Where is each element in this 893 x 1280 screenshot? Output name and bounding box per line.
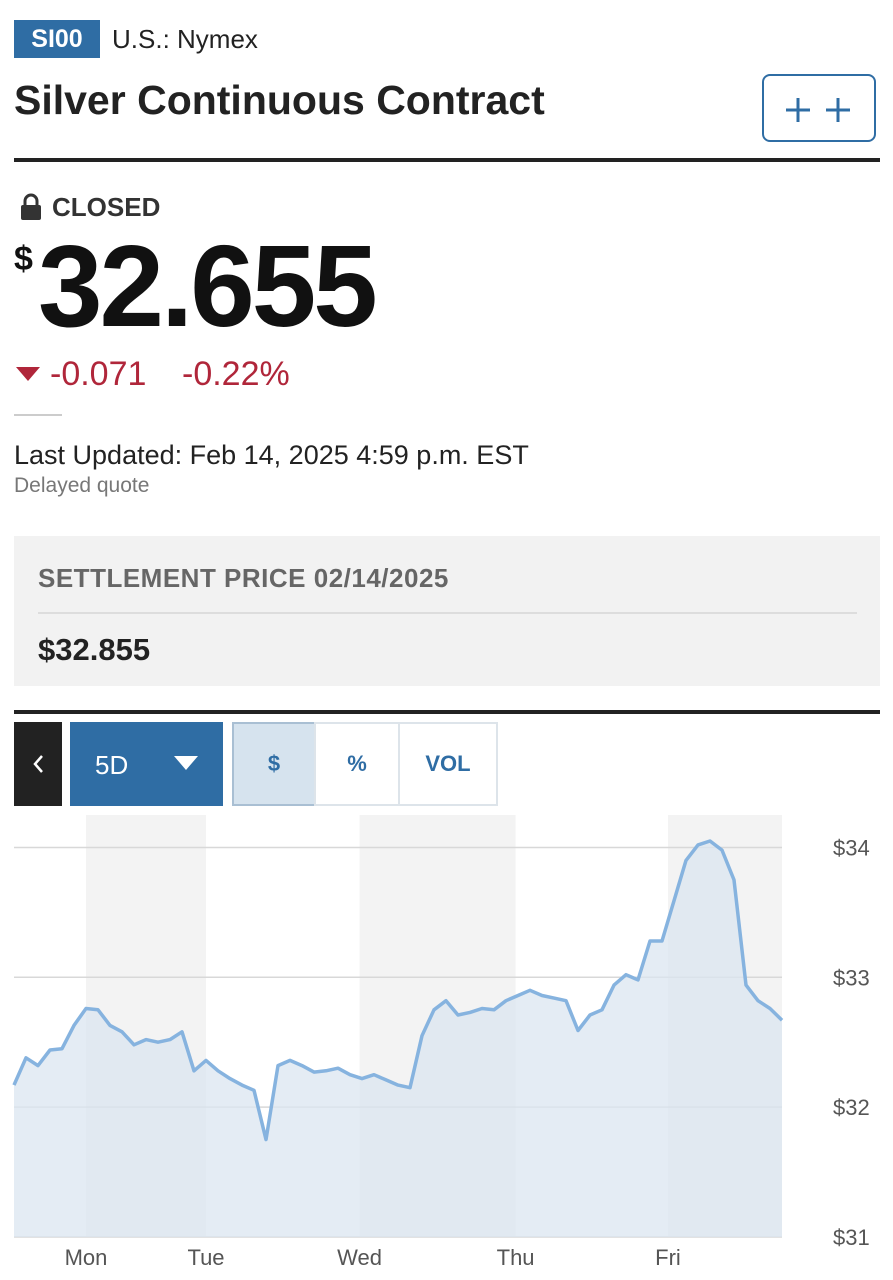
mode-button[interactable]: VOL (398, 722, 498, 806)
price-line (12, 839, 784, 1142)
ticker: SI00 (14, 20, 100, 58)
delayed-note: Delayed quote (14, 474, 150, 497)
lock-icon (21, 193, 41, 220)
settlement-value: $32.855 (38, 632, 151, 667)
short-rule (14, 414, 62, 416)
chevron (33, 755, 43, 773)
y-tick-label: $34 (833, 835, 870, 860)
price: 32.655 (38, 221, 378, 351)
divider (14, 710, 880, 714)
x-tick-label: Tue (187, 1245, 224, 1270)
range-dropdown[interactable]: 5D (70, 722, 223, 806)
title: Silver Continuous Contract (14, 77, 545, 123)
currency: $ (14, 240, 33, 278)
market-status: CLOSED (52, 192, 161, 222)
y-tick-label: $31 (833, 1225, 870, 1250)
divider (14, 158, 880, 162)
price-chart: $31 $32 $33 $34 Mon Tue Wed Thu Fri (12, 815, 870, 1270)
x-tick-label: Wed (337, 1245, 382, 1270)
settlement-label: SETTLEMENT PRICE 02/14/2025 (38, 563, 449, 593)
mode-button[interactable]: $ (232, 722, 316, 806)
dropdown-arrow (174, 756, 198, 770)
change: -0.071 (50, 355, 147, 393)
settlement-box: SETTLEMENT PRICE 02/14/2025 $32.855 (14, 536, 880, 686)
last-updated: Last Updated: Feb 14, 2025 4:59 p.m. EST (14, 440, 529, 470)
back-button[interactable] (14, 722, 62, 806)
y-tick-label: $32 (833, 1095, 870, 1120)
plus-icons (786, 98, 850, 122)
price-area (14, 841, 782, 1237)
change-percent: -0.22% (182, 355, 290, 393)
settlement-divider (38, 612, 857, 614)
x-tick-label: Mon (65, 1245, 108, 1270)
x-tick-label: Thu (497, 1245, 535, 1270)
mode-button[interactable]: % (314, 722, 400, 806)
exchange: U.S.: Nymex (112, 24, 258, 54)
y-tick-label: $33 (833, 965, 870, 990)
down-arrow (16, 367, 40, 381)
x-tick-label: Fri (655, 1245, 681, 1270)
add-button[interactable] (762, 74, 876, 142)
range-label: 5D (95, 750, 129, 780)
